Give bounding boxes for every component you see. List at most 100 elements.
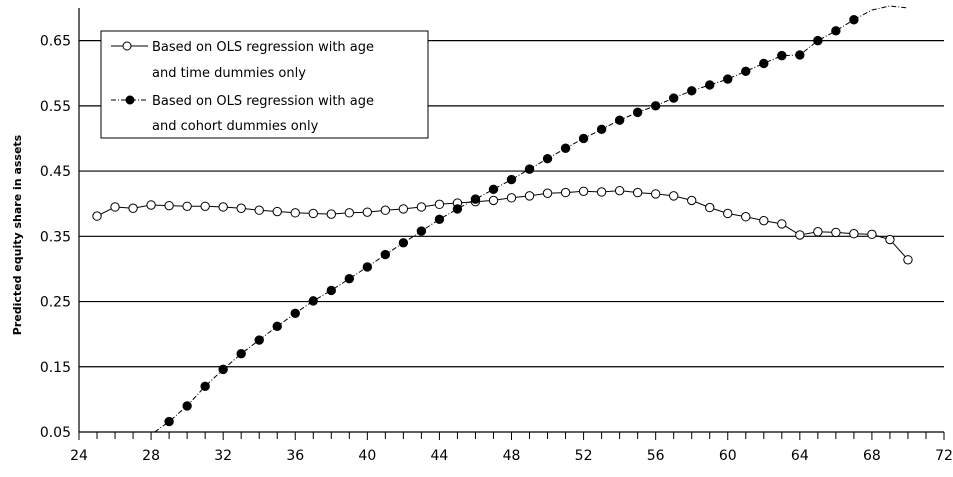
data-point-cohort-dummies xyxy=(741,66,751,76)
x-tick-label: 48 xyxy=(503,448,521,464)
data-point-cohort-dummies xyxy=(560,143,571,153)
x-tick-label: 72 xyxy=(935,448,953,464)
data-point-cohort-dummies xyxy=(632,107,643,118)
data-point-cohort-dummies xyxy=(542,153,553,164)
data-point-cohort-dummies xyxy=(380,249,391,260)
data-point-time-dummies xyxy=(362,207,373,217)
x-tick-label: 40 xyxy=(358,448,376,464)
y-tick-label: 0.45 xyxy=(40,164,71,180)
data-point-cohort-dummies xyxy=(272,321,282,332)
data-point-cohort-dummies xyxy=(362,262,373,272)
data-point-cohort-dummies xyxy=(668,93,679,103)
data-point-time-dummies xyxy=(723,208,733,219)
y-tick-label: 0.05 xyxy=(40,425,71,441)
data-point-time-dummies xyxy=(236,203,246,213)
data-point-time-dummies xyxy=(488,195,499,206)
data-point-time-dummies xyxy=(650,189,661,199)
data-point-cohort-dummies xyxy=(705,80,715,90)
data-point-time-dummies xyxy=(687,195,697,206)
data-point-cohort-dummies xyxy=(849,15,859,25)
series-group xyxy=(92,5,913,433)
data-point-time-dummies xyxy=(434,199,445,210)
x-tick-labels: 24 28 32 36 40 44 48 52 56 60 64 68 72 xyxy=(70,448,953,464)
data-point-cohort-dummies xyxy=(470,194,481,204)
data-point-time-dummies xyxy=(813,227,823,237)
data-point-time-dummies xyxy=(308,208,318,219)
data-point-time-dummies xyxy=(885,234,895,245)
data-point-time-dummies xyxy=(759,215,769,226)
data-point-cohort-dummies xyxy=(308,296,318,306)
data-point-cohort-dummies xyxy=(254,335,264,345)
data-point-time-dummies xyxy=(92,211,102,221)
legend-box xyxy=(100,30,429,139)
data-point-time-dummies xyxy=(380,205,391,215)
data-point-time-dummies xyxy=(867,229,877,240)
x-tick-label: 52 xyxy=(575,448,593,464)
x-tick-label: 68 xyxy=(863,448,881,464)
data-point-time-dummies xyxy=(272,206,282,217)
data-point-time-dummies xyxy=(668,191,679,201)
data-point-cohort-dummies xyxy=(795,50,805,60)
data-point-time-dummies xyxy=(182,201,192,212)
legend-label-series-2-line-1: Based on OLS regression with age xyxy=(152,94,374,109)
x-tick-label: 64 xyxy=(791,448,809,464)
y-tick-label: 0.55 xyxy=(40,99,71,115)
legend: Based on OLS regression with age and tim… xyxy=(100,30,429,139)
legend-label-series-1-line-2: and time dummies only xyxy=(152,66,306,81)
data-point-cohort-dummies xyxy=(434,214,445,225)
y-tick-label: 0.35 xyxy=(40,229,71,245)
data-point-cohort-dummies xyxy=(777,50,787,61)
legend-marker-series-1 xyxy=(122,41,132,51)
x-tick-label: 28 xyxy=(142,448,160,464)
data-point-time-dummies xyxy=(524,191,535,201)
data-point-time-dummies xyxy=(290,208,300,218)
data-point-time-dummies xyxy=(110,202,120,212)
legend-marker-series-2 xyxy=(125,95,135,105)
data-point-time-dummies xyxy=(596,187,607,197)
x-tick-label: 32 xyxy=(214,448,232,464)
x-tick-label: 44 xyxy=(431,448,449,464)
data-point-time-dummies xyxy=(542,188,553,198)
data-point-time-dummies xyxy=(849,228,859,239)
data-point-cohort-dummies xyxy=(200,381,210,392)
data-point-time-dummies xyxy=(218,202,228,212)
data-point-cohort-dummies xyxy=(831,26,841,36)
data-point-time-dummies xyxy=(506,193,517,203)
data-point-time-dummies xyxy=(398,204,409,214)
data-point-cohort-dummies xyxy=(813,35,823,46)
data-point-time-dummies xyxy=(632,187,643,198)
y-tick-label: 0.15 xyxy=(40,360,71,376)
y-tick-label: 0.65 xyxy=(40,34,71,50)
axes xyxy=(78,8,945,440)
data-point-cohort-dummies xyxy=(326,285,336,296)
y-tick-label: 0.25 xyxy=(40,295,71,311)
data-point-time-dummies xyxy=(578,186,589,196)
data-point-time-dummies xyxy=(614,185,625,196)
data-point-cohort-dummies xyxy=(416,226,427,236)
data-point-cohort-dummies xyxy=(596,124,607,135)
data-point-cohort-dummies xyxy=(164,416,174,427)
data-point-cohort-dummies xyxy=(236,349,246,359)
data-point-time-dummies xyxy=(326,209,336,219)
data-point-cohort-dummies xyxy=(524,164,535,174)
x-tick-label: 56 xyxy=(647,448,665,464)
data-point-cohort-dummies xyxy=(344,274,355,284)
data-point-time-dummies xyxy=(164,200,174,211)
data-point-cohort-dummies xyxy=(759,58,769,69)
data-point-time-dummies xyxy=(795,230,805,240)
data-point-time-dummies xyxy=(705,202,715,213)
data-point-cohort-dummies xyxy=(723,74,733,84)
data-point-cohort-dummies xyxy=(687,86,697,96)
data-point-time-dummies xyxy=(560,187,571,198)
data-point-time-dummies xyxy=(146,200,156,210)
data-point-time-dummies xyxy=(416,202,427,212)
data-point-time-dummies xyxy=(200,201,210,212)
data-point-cohort-dummies xyxy=(398,238,409,248)
y-axis-label: Predicted equity share in assets xyxy=(11,134,24,335)
series-line-time-dummies xyxy=(96,190,909,261)
data-point-cohort-dummies xyxy=(650,101,661,111)
x-tick-label: 60 xyxy=(719,448,737,464)
data-point-cohort-dummies xyxy=(614,115,625,125)
data-point-time-dummies xyxy=(903,255,913,265)
